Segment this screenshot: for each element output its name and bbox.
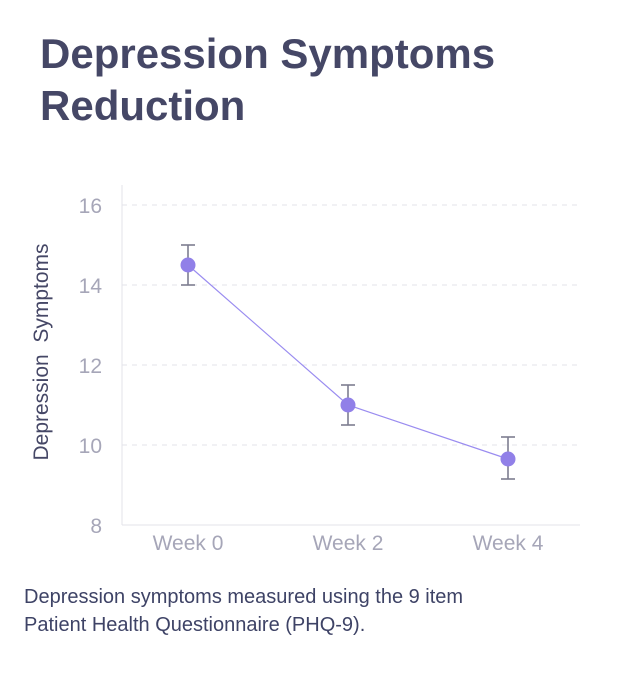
y-axis-label: Depression Symptoms	[30, 243, 53, 460]
series-line-group	[187, 264, 509, 460]
y-tick-label-12: 12	[79, 355, 102, 378]
y-tick-labels: 8 10 12 14 16	[79, 195, 103, 538]
y-tick-label-10: 10	[79, 435, 102, 458]
chart-title-line-1: Depression Symptoms	[40, 30, 496, 77]
data-points	[180, 257, 516, 467]
x-tick-label-0: Week 0	[153, 532, 224, 555]
x-tick-labels: Week 0 Week 2 Week 4	[153, 532, 544, 555]
chart-caption: Depression symptoms measured using the 9…	[24, 583, 604, 639]
y-tick-label-8: 8	[90, 515, 102, 538]
y-tick-label-16: 16	[79, 195, 102, 218]
caption-line-2: Patient Health Questionnaire (PHQ-9).	[24, 614, 366, 636]
chart-title: Depression Symptoms Reduction	[40, 28, 600, 132]
caption-line-1: Depression symptoms measured using the 9…	[24, 586, 464, 608]
chart-title-line-2: Reduction	[40, 82, 246, 129]
line-chart: 8 10 12 14 16 Week 0 Week 2 Week 4 Depression …	[30, 185, 580, 555]
data-point-1	[340, 397, 356, 413]
data-point-0	[180, 257, 196, 273]
y-tick-label-14: 14	[79, 275, 103, 298]
series-line	[187, 264, 509, 460]
grid-lines	[122, 204, 580, 446]
x-tick-label-1: Week 2	[313, 532, 384, 555]
data-point-2	[500, 451, 516, 467]
x-tick-label-2: Week 4	[473, 532, 544, 555]
